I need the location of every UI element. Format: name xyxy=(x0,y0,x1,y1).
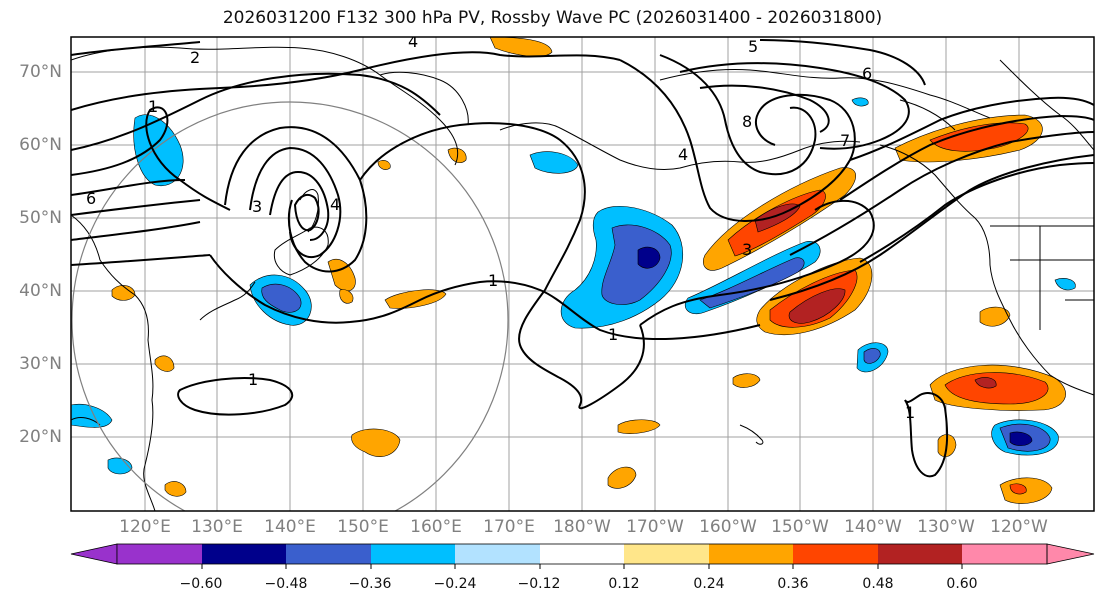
lon-label-150e: 150°E xyxy=(337,517,389,537)
contour-labels: 1 2 3 4 5 6 7 8 1 1 1 1 3 4 6 4 xyxy=(86,32,915,422)
colorbar-tick: 0.24 xyxy=(693,576,725,592)
lat-label-40n: 40°N xyxy=(19,281,62,301)
map-frame xyxy=(70,36,1095,512)
positive-anomalies xyxy=(111,37,1066,504)
colorbar-extend-left xyxy=(70,543,118,565)
coastlines xyxy=(71,46,1094,511)
contour-label: 2 xyxy=(190,48,200,67)
lon-label-120e: 120°E xyxy=(119,517,171,537)
colorbar-tick: 0.48 xyxy=(862,576,894,592)
contour-label: 1 xyxy=(905,403,915,422)
lon-label-170w: 170°W xyxy=(626,517,684,537)
contour-label: 8 xyxy=(742,112,752,131)
lon-label-160e: 160°E xyxy=(410,517,462,537)
contour-label: 5 xyxy=(748,37,758,56)
lon-label-140e: 140°E xyxy=(264,517,316,537)
colorbar xyxy=(70,543,1095,569)
lon-label-140w: 140°W xyxy=(844,517,902,537)
lon-label-170e: 170°E xyxy=(483,517,535,537)
lon-label-180w: 180°W xyxy=(553,517,611,537)
lon-label-150w: 150°W xyxy=(771,517,829,537)
colorbar-extend-right xyxy=(1046,543,1095,565)
colorbar-tick: −0.36 xyxy=(348,576,392,592)
wave-packet-circle xyxy=(71,101,509,511)
contour-label: 1 xyxy=(248,370,258,389)
colorbar-swatch xyxy=(878,544,962,564)
colorbar-tick: −0.24 xyxy=(433,576,477,592)
lon-label-160w: 160°W xyxy=(699,517,757,537)
colorbar-tick: −0.60 xyxy=(179,576,223,592)
contour-label: 3 xyxy=(252,197,262,216)
contour-label: 3 xyxy=(742,240,752,259)
lat-label-70n: 70°N xyxy=(19,62,62,82)
colorbar-tick: −0.48 xyxy=(264,576,308,592)
lat-label-30n: 30°N xyxy=(19,354,62,374)
lat-label-50n: 50°N xyxy=(19,208,62,228)
contour-label: 4 xyxy=(330,195,340,214)
lon-label-130w: 130°W xyxy=(917,517,975,537)
pv-contours xyxy=(71,39,1094,478)
colorbar-swatch xyxy=(540,544,624,564)
colorbar-swatch xyxy=(286,544,371,564)
contour-label: 4 xyxy=(408,32,418,51)
lon-label-130e: 130°E xyxy=(191,517,243,537)
lat-label-60n: 60°N xyxy=(19,135,62,155)
colorbar-swatch xyxy=(962,544,1047,564)
plot-title: 2026031200 F132 300 hPa PV, Rossby Wave … xyxy=(222,8,883,28)
colorbar-swatch xyxy=(371,544,455,564)
colorbar-swatch xyxy=(455,544,540,564)
colorbar-outline xyxy=(116,543,1048,565)
colorbar-tick: 0.36 xyxy=(777,576,809,592)
contour-label: 1 xyxy=(148,97,158,116)
contour-label: 1 xyxy=(608,325,618,344)
colorbar-swatch xyxy=(709,544,793,564)
contour-label: 7 xyxy=(840,131,850,150)
colorbar-swatch xyxy=(793,544,878,564)
contour-label: 1 xyxy=(488,271,498,290)
colorbar-tick: −0.12 xyxy=(517,576,561,592)
colorbar-tick: 0.12 xyxy=(608,576,640,592)
colorbar-tick: 0.60 xyxy=(946,576,978,592)
lat-label-20n: 20°N xyxy=(19,427,62,447)
contour-label: 6 xyxy=(862,64,872,83)
colorbar-swatch xyxy=(117,544,202,564)
colorbar-swatch xyxy=(624,544,709,564)
contour-label: 4 xyxy=(678,145,688,164)
lon-label-120w: 120°W xyxy=(990,517,1048,537)
contour-label: 6 xyxy=(86,189,96,208)
negative-anomalies xyxy=(71,97,1076,475)
colorbar-swatch xyxy=(202,544,286,564)
